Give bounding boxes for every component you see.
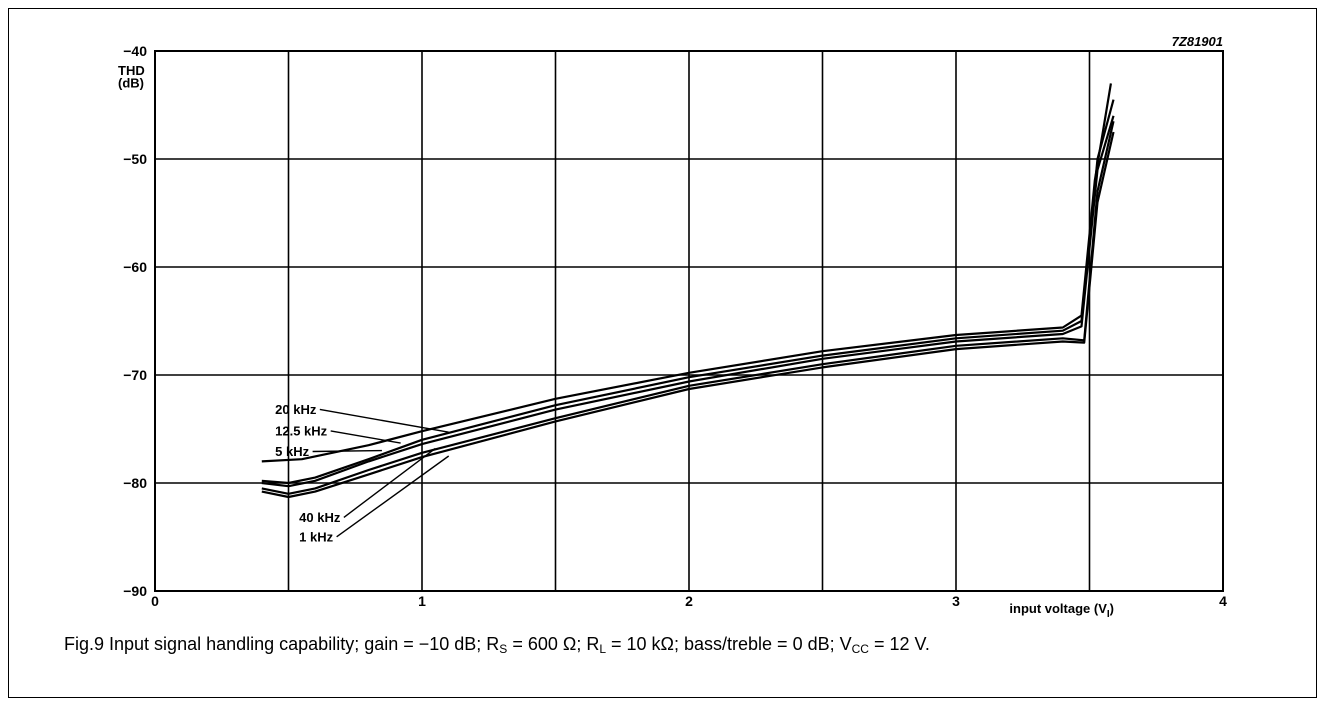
- figure-code: 7Z81901: [1172, 34, 1223, 49]
- y-tick-label: −90: [123, 583, 147, 599]
- figure-caption: Fig.9 Input signal handling capability; …: [64, 634, 930, 656]
- x-axis-label-end: ): [1110, 601, 1114, 616]
- series-line: [261, 115, 1115, 488]
- y-axis-label: THD: [118, 63, 145, 78]
- series-line: [261, 99, 1115, 485]
- series-annotation-label: 1 kHz: [299, 529, 333, 544]
- annotation-leader-line: [343, 447, 436, 518]
- series-line: [261, 131, 1115, 499]
- y-tick-label: −50: [123, 151, 147, 167]
- series-lines: [261, 83, 1115, 499]
- annotations: 20 kHz 12.5 kHz 5 kHz 40 kHz 1 kHz: [275, 402, 450, 544]
- x-tick-label: 0: [151, 593, 159, 609]
- plot-border: [154, 50, 1224, 592]
- series-line: [261, 83, 1112, 463]
- x-axis-label: input voltage (VI): [1009, 601, 1114, 620]
- annotation-leader-line: [319, 408, 449, 433]
- x-axis-label-sub: I: [1107, 609, 1110, 620]
- y-tick-label: −60: [123, 259, 147, 275]
- x-tick-label: 4: [1219, 593, 1227, 609]
- tick-labels: −90 −80 −70 −60 −50 −40 0 1 2 3 4: [123, 43, 1227, 609]
- series-annotation-label: 40 kHz: [299, 510, 341, 525]
- y-axis-unit: (dB): [118, 76, 144, 91]
- series-line: [261, 120, 1115, 495]
- series-annotation-label: 5 kHz: [275, 444, 309, 459]
- y-tick-label: −40: [123, 43, 147, 59]
- figure-frame: [8, 8, 1317, 698]
- y-tick-label: −80: [123, 475, 147, 491]
- x-tick-label: 1: [418, 593, 426, 609]
- annotation-leader-line: [312, 449, 382, 453]
- series-annotation-label: 12.5 kHz: [275, 423, 328, 438]
- y-tick-label: −70: [123, 367, 147, 383]
- x-axis-label-main: input voltage (V: [1009, 601, 1107, 616]
- series-annotation-label: 20 kHz: [275, 402, 317, 417]
- annotation-leader-line: [336, 455, 450, 538]
- annotation-leader-line: [330, 430, 401, 444]
- x-tick-label: 2: [685, 593, 693, 609]
- x-tick-label: 3: [952, 593, 960, 609]
